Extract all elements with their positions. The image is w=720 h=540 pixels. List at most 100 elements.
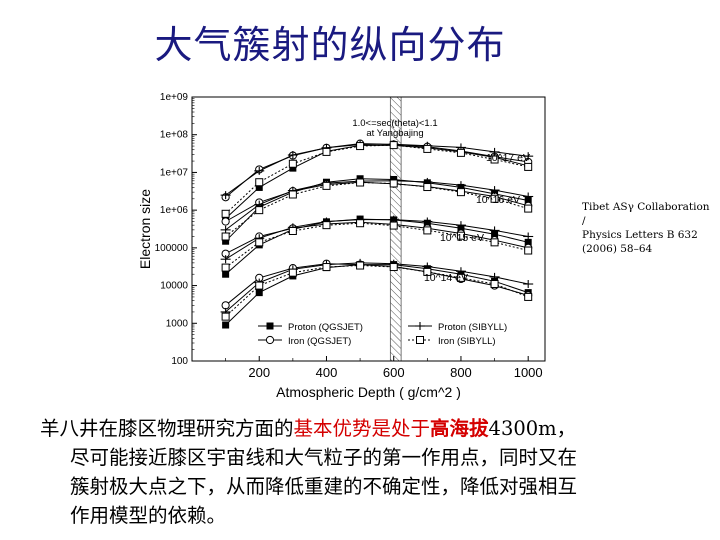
energy-label: 10^14 eV — [424, 272, 468, 284]
series-line — [225, 264, 529, 317]
data-point — [220, 191, 231, 200]
series-iron-sibyll- — [221, 178, 533, 241]
series-line — [225, 222, 529, 268]
data-point — [288, 268, 297, 277]
data-point — [523, 152, 534, 161]
citation: Tibet ASγ Collaboration / Physics Letter… — [582, 200, 716, 256]
legend-label: Iron (QGSJET) — [288, 336, 351, 347]
electron-size-chart: 1e+09 1e+08 1e+07 1e+06 100000 10000 1000 100 20… — [137, 92, 546, 400]
series-iron-sibyll- — [221, 141, 533, 218]
data-point — [423, 267, 432, 276]
series-line — [225, 264, 529, 326]
series-line — [225, 143, 529, 196]
data-point — [222, 270, 230, 278]
x-tick-label: 1000 — [514, 365, 543, 380]
data-point — [222, 237, 230, 245]
y-tick-label: 1e+06 — [160, 205, 189, 216]
description-paragraph: 羊八井在膝区物理研究方面的基本优势是处于高海拔4300m， 尽可能接近膝区宇宙线… — [40, 414, 700, 530]
data-point — [489, 147, 500, 156]
data-point — [221, 312, 230, 321]
series-line — [225, 144, 529, 219]
data-point — [266, 322, 274, 330]
y-tick-label: 1e+09 — [160, 92, 189, 103]
series-proton-qgsjet- — [222, 261, 532, 329]
series-proton-sibyll- — [220, 140, 534, 200]
energy-label: 10^17 eV — [486, 152, 530, 164]
data-point — [221, 301, 230, 310]
data-point — [489, 226, 500, 235]
data-point — [288, 159, 297, 168]
data-point — [455, 181, 466, 190]
data-point — [455, 221, 466, 230]
citation-line: Tibet ASγ Collaboration / — [582, 201, 710, 227]
x-tick-label: 800 — [450, 365, 472, 380]
data-point — [356, 142, 365, 151]
data-point — [288, 226, 297, 235]
y-axis-label: Electron size — [137, 189, 153, 269]
data-point — [389, 221, 398, 230]
data-point — [423, 144, 432, 153]
data-point — [289, 164, 297, 172]
data-point — [221, 263, 230, 272]
y-tick-label: 1000 — [166, 318, 189, 329]
data-point — [389, 179, 398, 188]
paragraph-line-4: 作用模型的依赖。 — [70, 504, 227, 527]
x-tick-label: 400 — [316, 365, 338, 380]
data-point — [220, 255, 231, 264]
data-point — [415, 322, 425, 330]
x-tick-label: 600 — [383, 365, 405, 380]
series-iron-sibyll- — [221, 261, 533, 321]
paragraph-line-3: 簇射极大点之下，从而降低重建的不确定性，降低对强相互 — [70, 475, 578, 498]
data-point — [456, 188, 465, 197]
data-point — [356, 219, 365, 228]
data-point — [524, 197, 532, 205]
data-point — [255, 178, 264, 187]
paragraph-line-1: 羊八井在膝区物理研究方面的基本优势是处于高海拔4300m， — [40, 414, 700, 443]
series-line — [225, 143, 529, 198]
data-point — [456, 273, 465, 282]
data-point — [489, 272, 500, 281]
data-point — [255, 206, 264, 215]
series-line — [225, 178, 529, 242]
text-highlight: 基本优势是处于 — [293, 417, 431, 440]
data-point — [524, 292, 533, 301]
series-line — [225, 263, 529, 306]
text-highlight-bold: 高海拔 — [430, 417, 489, 440]
series-proton-sibyll- — [220, 258, 534, 316]
data-point — [523, 232, 534, 241]
data-point — [356, 261, 365, 270]
data-point — [523, 280, 534, 289]
data-point — [456, 148, 465, 157]
data-point — [255, 289, 263, 297]
data-point — [416, 336, 424, 344]
y-tick-label: 10000 — [160, 281, 188, 292]
data-point — [255, 281, 264, 290]
series-line — [225, 144, 529, 215]
legend: Proton (QGSJET) Iron (QGSJET) Proton (SIBY… — [258, 322, 507, 347]
series-proton-sibyll- — [220, 215, 534, 264]
data-point — [222, 321, 230, 329]
paragraph-line-2: 尽可能接近膝区宇宙线和大气粒子的第一作用点，同时又在 — [70, 446, 578, 469]
legend-entry: Iron (SIBYLL) — [408, 336, 496, 347]
x-axis-label: Atmospheric Depth ( g/cm^2 ) — [276, 384, 461, 400]
energy-label: 10^15 eV — [440, 232, 484, 244]
legend-label: Iron (SIBYLL) — [438, 336, 496, 347]
data-point — [389, 263, 398, 272]
data-point — [423, 226, 432, 235]
legend-entry: Proton (SIBYLL) — [408, 322, 507, 333]
legend-label: Proton (SIBYLL) — [438, 322, 507, 333]
y-tick-label: 1e+07 — [160, 167, 189, 178]
series-iron-sibyll- — [221, 219, 533, 272]
data-point — [221, 217, 230, 226]
citation-line: Physics Letters B 632 — [582, 229, 698, 241]
series-line — [225, 219, 529, 260]
data-point — [265, 335, 275, 345]
data-point — [490, 280, 499, 289]
y-tick-label: 100000 — [155, 243, 189, 254]
series-line — [225, 181, 529, 237]
data-point — [523, 192, 534, 201]
data-point — [422, 217, 433, 226]
slide-title: 大气簇射的纵向分布 — [154, 23, 506, 67]
data-point — [356, 178, 365, 187]
data-point — [524, 246, 533, 255]
